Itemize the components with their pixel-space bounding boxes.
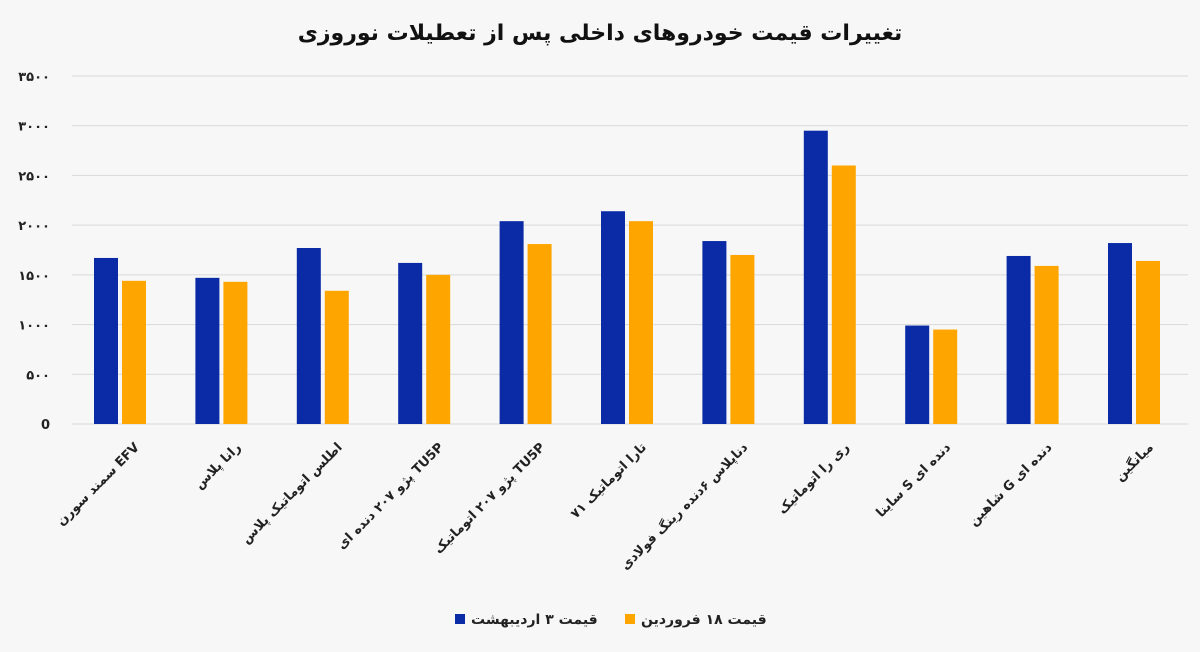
x-category-label: رانا پلاس — [192, 440, 244, 492]
y-tick-label: ۱۰۰۰ — [18, 319, 50, 334]
bar-series-1 — [601, 211, 625, 424]
bar-series-2 — [324, 290, 349, 424]
legend: قیمت ۳ اردیبهشت قیمت ۱۸ فروردین — [455, 612, 767, 628]
legend-swatch — [625, 614, 635, 624]
x-category-label: ری را اتوماتیک — [775, 440, 852, 517]
legend-label: قیمت ۱۸ فروردین — [641, 612, 767, 628]
chart-title: تغییرات قیمت خودروهای داخلی پس از تعطیلا… — [298, 21, 903, 46]
bar-series-2 — [1034, 265, 1059, 424]
x-category-label: پژو ۲۰۷ دنده ای TU5P — [335, 440, 447, 552]
bar-series-2 — [223, 281, 248, 424]
bar-series-2 — [527, 244, 552, 424]
x-category-label: ساینا S دنده ای — [874, 440, 955, 521]
legend-label: قیمت ۳ اردیبهشت — [471, 612, 598, 628]
bar-series-1 — [702, 241, 727, 424]
bar-series-1 — [1006, 255, 1031, 424]
bar-series-1 — [398, 262, 423, 424]
x-category-label: شاهین G دنده ای — [966, 440, 1055, 529]
bar-series-2 — [831, 165, 856, 424]
x-category-label: اطلس اتوماتیک پلاس — [239, 440, 346, 547]
bar-series-1 — [905, 325, 930, 424]
bar-series-1 — [803, 130, 828, 424]
bars — [94, 130, 1160, 424]
y-axis-ticks: 0 ۵۰۰ ۱۰۰۰ ۱۵۰۰ ۲۰۰۰ ۲۵۰۰ ۳۰۰۰ ۳۵۰۰ — [18, 70, 50, 433]
x-category-label: میانگین — [1112, 440, 1157, 485]
y-tick-label: 0 — [41, 418, 50, 433]
x-category-label: پژو ۲۰۷ اتوماتیک TU5P — [431, 440, 548, 557]
bar-series-1 — [499, 221, 524, 424]
bar-series-1 — [195, 277, 220, 424]
bar-series-2 — [1136, 260, 1160, 424]
y-tick-label: ۳۵۰۰ — [18, 70, 50, 85]
bar-series-2 — [629, 221, 653, 424]
bar-series-2 — [730, 254, 755, 424]
bar-series-2 — [122, 280, 146, 424]
x-category-label: سمند سورن EFV — [54, 440, 143, 529]
y-tick-label: ۱۵۰۰ — [18, 269, 50, 284]
bar-series-2 — [933, 329, 958, 424]
y-tick-label: ۵۰۰ — [26, 368, 50, 383]
x-category-label: تارا اتوماتیک ۷۱ — [568, 440, 650, 522]
y-tick-label: ۲۵۰۰ — [18, 169, 50, 184]
bar-series-1 — [296, 248, 321, 424]
bar-series-1 — [1108, 243, 1132, 424]
bar-series-1 — [94, 257, 118, 424]
y-tick-label: ۳۰۰۰ — [18, 120, 50, 135]
y-tick-label: ۲۰۰۰ — [18, 219, 50, 234]
bar-series-2 — [426, 274, 451, 424]
legend-swatch — [455, 614, 465, 624]
